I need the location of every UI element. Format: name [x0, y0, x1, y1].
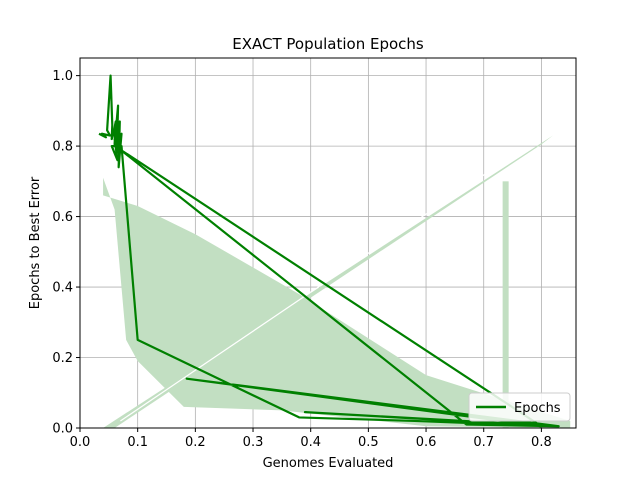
x-tick-label: 0.6: [416, 435, 437, 450]
x-tick-label: 0.8: [531, 435, 552, 450]
y-axis-ticks: 0.0 0.2 0.4 0.6 0.8 1.0: [52, 69, 80, 437]
x-tick-label: 0.3: [243, 435, 264, 450]
x-tick-label: 0.0: [70, 435, 91, 450]
y-tick-label: 1.0: [52, 69, 73, 84]
x-tick-label: 0.2: [185, 435, 206, 450]
x-tick-label: 0.5: [358, 435, 379, 450]
x-tick-label: 0.7: [473, 435, 494, 450]
band-area: [103, 177, 571, 428]
series-layer: [98, 74, 560, 428]
legend: Epochs: [468, 392, 571, 422]
y-tick-label: 0.6: [52, 210, 73, 225]
plot-frame: [79, 57, 577, 429]
vertical-band: [502, 181, 509, 428]
y-tick-label: 0.8: [52, 140, 73, 155]
legend-box: [468, 392, 571, 422]
diagonal-band-gap: [120, 166, 496, 422]
chart-title: EXACT Population Epochs: [232, 35, 424, 53]
series-line-0: [98, 74, 560, 428]
legend-entry: Epochs: [514, 401, 561, 416]
x-axis-ticks: 0.0 0.1 0.2 0.3 0.4 0.5 0.6 0.7 0.8: [70, 428, 552, 450]
x-tick-label: 0.4: [300, 435, 321, 450]
y-tick-label: 0.0: [52, 422, 73, 437]
y-axis-title: Epochs to Best Error: [28, 176, 43, 309]
y-tick-label: 0.4: [52, 281, 73, 296]
confidence-band: [103, 135, 571, 428]
x-tick-label: 0.1: [127, 435, 148, 450]
diagonal-band: [103, 135, 553, 428]
x-axis-title: Genomes Evaluated: [263, 456, 394, 471]
y-tick-label: 0.2: [52, 351, 73, 366]
